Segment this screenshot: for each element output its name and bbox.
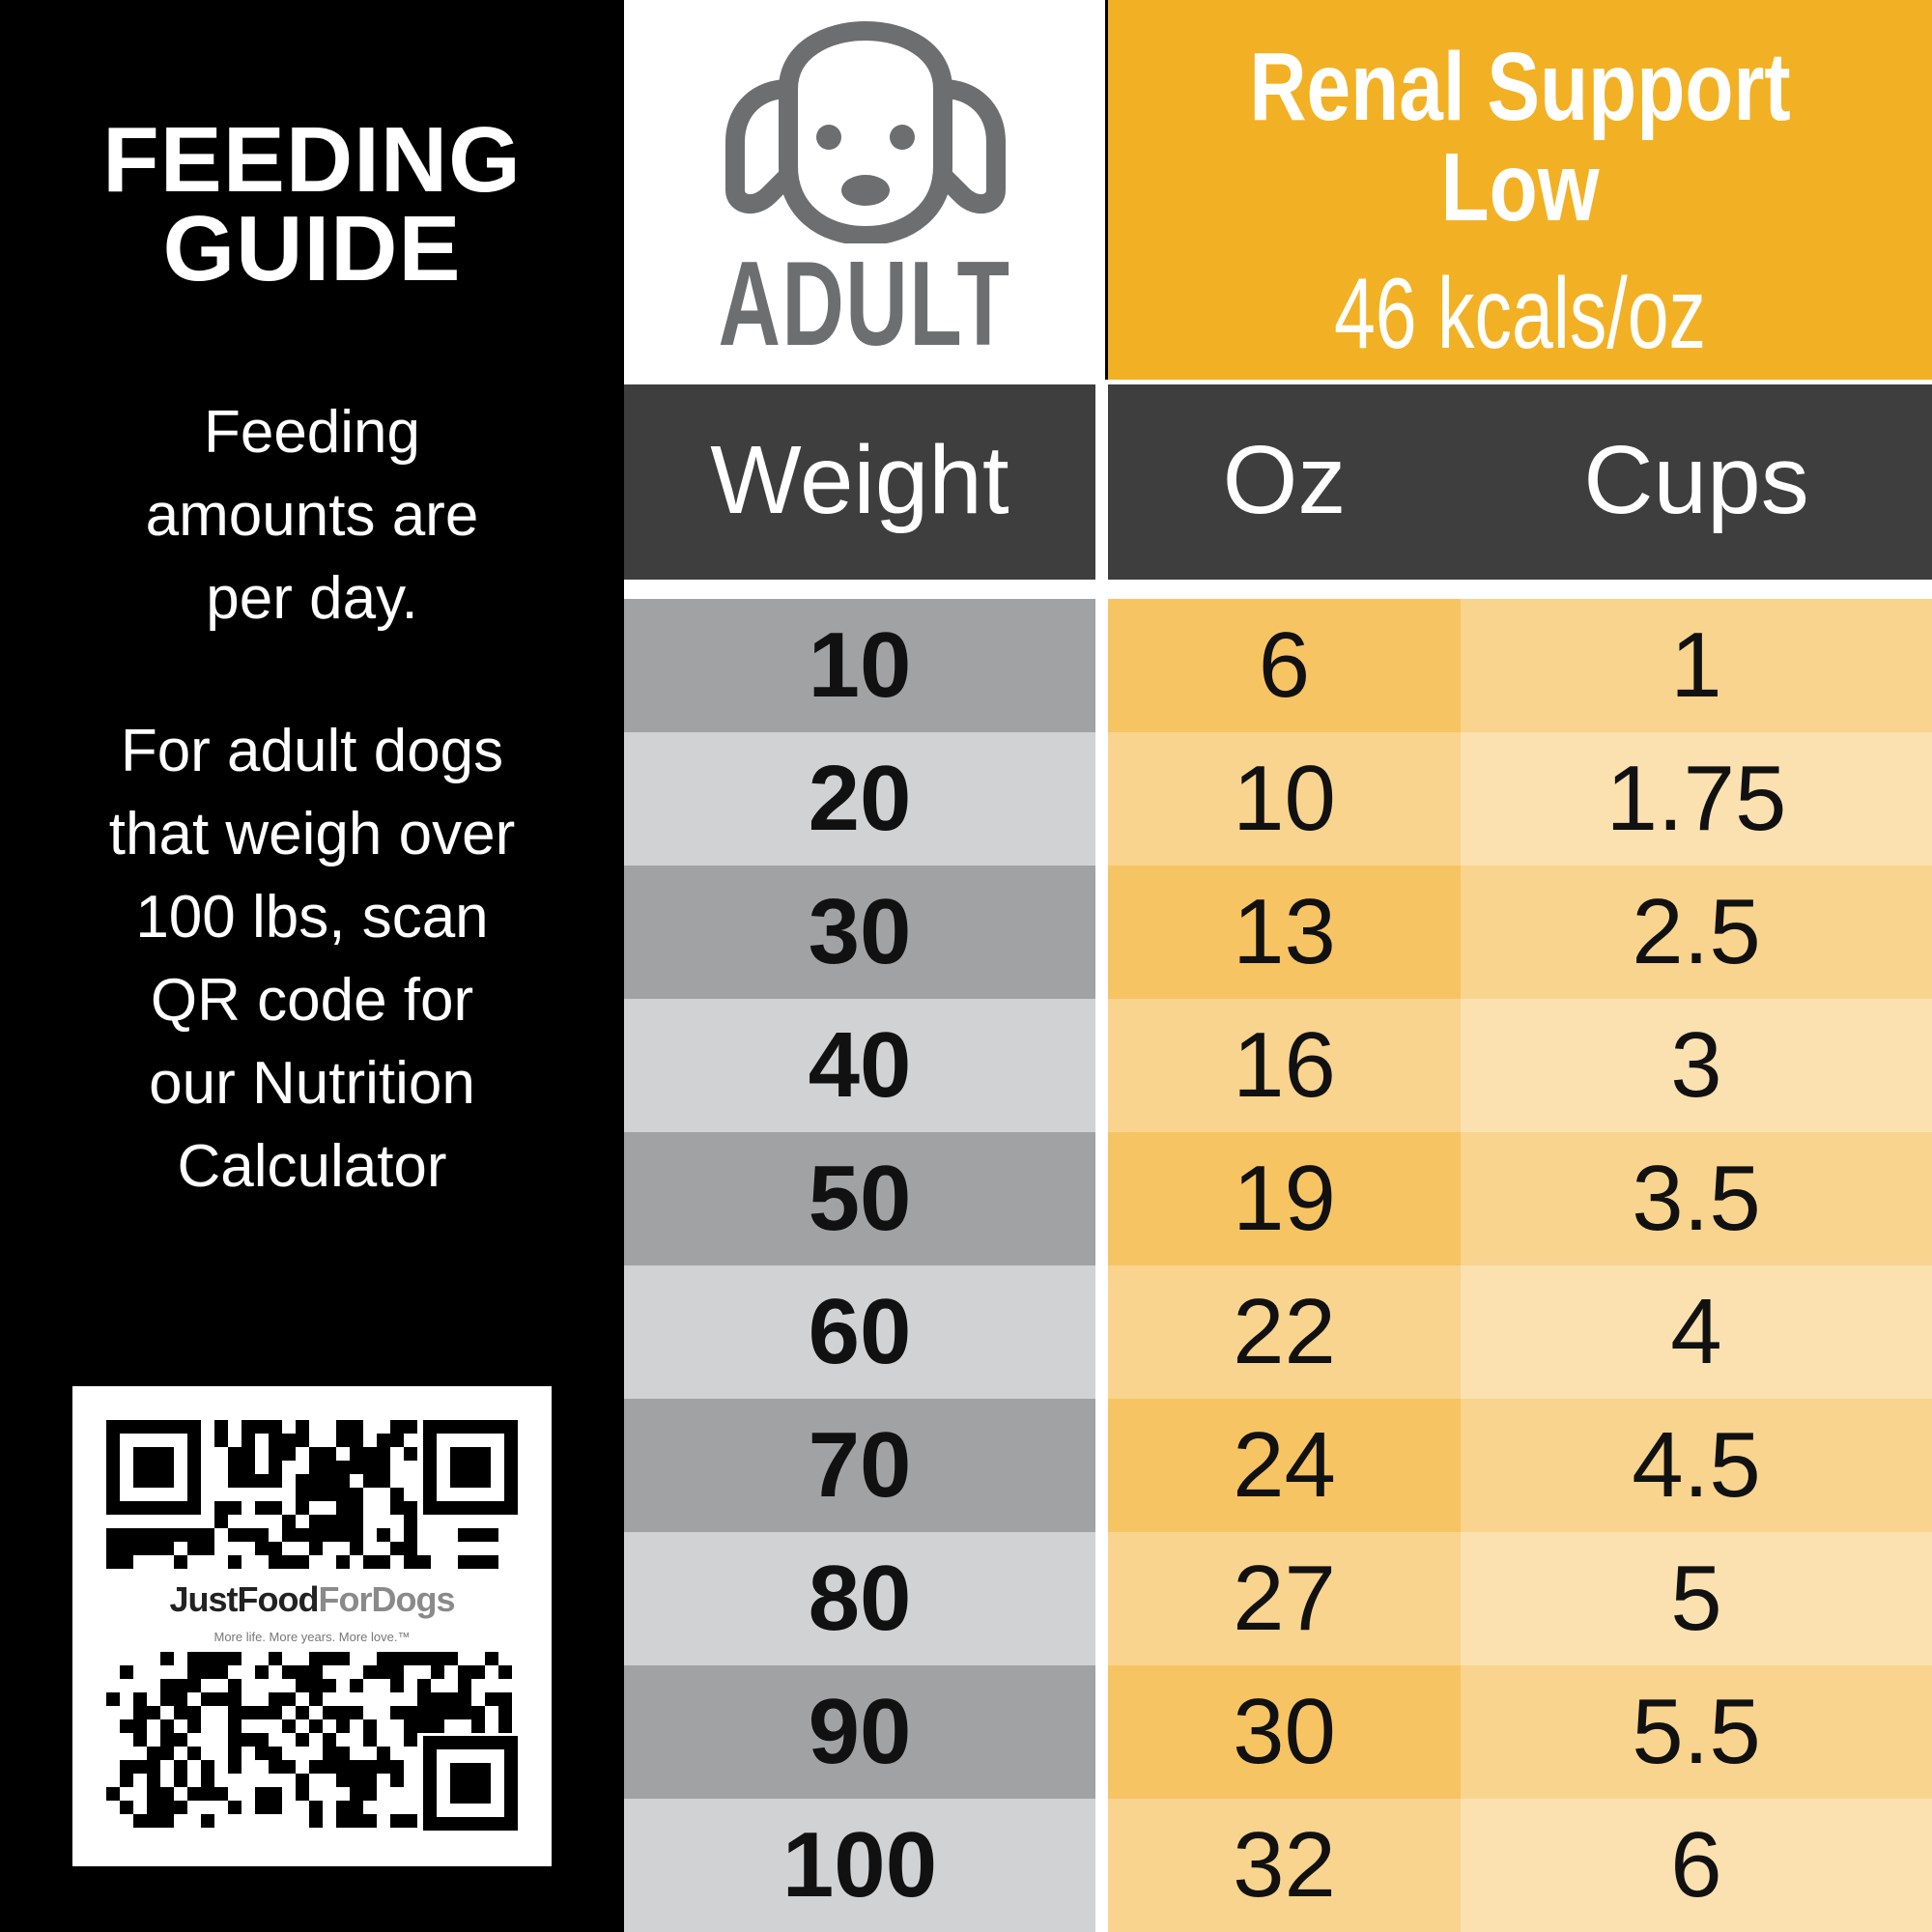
calorie-density: 46 kcals/oz	[1333, 258, 1706, 370]
brand-name-dark: JustFood	[169, 1579, 320, 1619]
column-header-weight: Weight	[624, 384, 1095, 580]
column-divider	[1095, 384, 1108, 1932]
cell-oz: 10	[1108, 732, 1461, 866]
cell-weight: 50	[624, 1132, 1095, 1265]
divider	[624, 580, 1932, 599]
cell-cups: 4.5	[1461, 1399, 1932, 1532]
life-stage-label: ADULT	[718, 238, 1011, 371]
note-line: 100 lbs, scan	[135, 884, 489, 951]
cell-oz: 16	[1108, 999, 1461, 1132]
column-header-cups: Cups	[1583, 426, 1809, 534]
note-line: our Nutrition	[149, 1050, 475, 1117]
cell-cups: 3.5	[1461, 1132, 1932, 1265]
cell-cups: 3	[1461, 999, 1932, 1132]
brand-tagline: More life. More years. More love.™	[213, 1630, 411, 1644]
cell-cups: 5	[1461, 1532, 1932, 1665]
large-dog-note: For adult dogs that weigh over 100 lbs, …	[19, 710, 605, 1208]
note-line: QR code for	[150, 967, 474, 1034]
qr-code-bottom-icon	[106, 1652, 518, 1831]
cell-weight: 20	[624, 732, 1095, 866]
cell-weight: 80	[624, 1532, 1095, 1665]
cell-oz: 27	[1108, 1532, 1461, 1665]
per-day-line: per day.	[206, 565, 418, 632]
cell-weight: 40	[624, 999, 1095, 1132]
cell-cups: 4	[1461, 1265, 1932, 1399]
column-header-oz: Oz	[1222, 426, 1347, 534]
note-line: that weigh over	[108, 801, 516, 867]
cell-oz: 24	[1108, 1399, 1461, 1532]
product-name: Renal Support Low	[1108, 37, 1932, 238]
column-header-weight-label: Weight	[710, 426, 1009, 534]
cell-weight: 70	[624, 1399, 1095, 1532]
cell-cups: 5.5	[1461, 1665, 1932, 1799]
page-title: FEEDING GUIDE	[0, 108, 624, 300]
qr-code-top-icon	[106, 1420, 518, 1569]
cell-weight: 60	[624, 1265, 1095, 1399]
cell-cups: 6	[1461, 1799, 1932, 1932]
note-line: Calculator	[177, 1133, 447, 1200]
product-name-line-1: Renal Support	[1249, 33, 1791, 141]
life-stage-cell: ADULT	[624, 0, 1105, 384]
cell-weight: 30	[624, 866, 1095, 999]
cell-oz: 22	[1108, 1265, 1461, 1399]
qr-code[interactable]: JustFoodForDogs More life. More years. M…	[72, 1386, 552, 1866]
title-line-2: GUIDE	[162, 197, 462, 300]
cell-oz: 32	[1108, 1799, 1461, 1932]
divider	[624, 380, 1932, 384]
column-header-band	[1108, 384, 1932, 580]
cell-oz: 13	[1108, 866, 1461, 999]
title-line-1: FEEDING	[102, 108, 522, 212]
cell-oz: 6	[1108, 599, 1461, 732]
per-day-line: amounts are	[145, 482, 479, 549]
cell-oz: 19	[1108, 1132, 1461, 1265]
note-line: For adult dogs	[120, 718, 504, 784]
per-day-note: Feeding amounts are per day.	[29, 391, 595, 640]
product-name-line-2: Low	[1440, 133, 1600, 242]
cell-cups: 1.75	[1461, 732, 1932, 866]
dog-face-icon	[725, 21, 1006, 243]
cell-weight: 10	[624, 599, 1095, 732]
cell-cups: 2.5	[1461, 866, 1932, 999]
brand-name-light: ForDogs	[318, 1579, 455, 1619]
product-header: Renal Support Low 46 kcals/oz	[1108, 0, 1932, 380]
cell-oz: 30	[1108, 1665, 1461, 1799]
per-day-line: Feeding	[203, 399, 421, 466]
cell-weight: 90	[624, 1665, 1095, 1799]
brand-logo: JustFoodForDogs	[72, 1579, 552, 1620]
cell-cups: 1	[1461, 599, 1932, 732]
cell-weight: 100	[624, 1799, 1095, 1932]
